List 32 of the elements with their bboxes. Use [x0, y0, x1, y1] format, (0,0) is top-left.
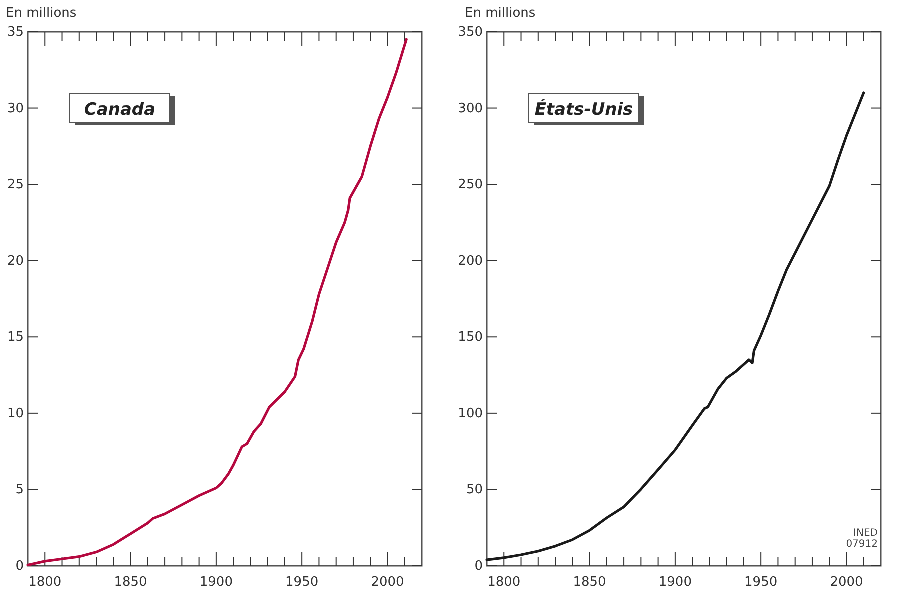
y-tick-label: 10 — [7, 406, 24, 422]
line-series — [26, 38, 408, 567]
x-tick-label: 2000 — [830, 575, 864, 590]
y-tick-label: 150 — [458, 330, 483, 346]
y-tick-label: 30 — [7, 101, 24, 116]
x-tick-label: 1800 — [488, 575, 521, 590]
x-tick-label: 1900 — [658, 575, 692, 590]
x-tick-label: 1900 — [200, 575, 233, 590]
y-tick-label: 300 — [458, 101, 483, 116]
y-tick-label: 0 — [16, 559, 24, 574]
y-tick-label: 0 — [474, 559, 483, 574]
annotation: INED 07912 — [846, 528, 878, 550]
y-tick-label: 15 — [7, 330, 24, 346]
x-tick-label: 1850 — [114, 575, 148, 590]
y-axis-title: En millions — [465, 6, 536, 21]
y-tick-label: 35 — [7, 25, 24, 40]
y-tick-label: 50 — [466, 482, 483, 498]
x-tick-label: 1950 — [286, 575, 319, 590]
y-tick-label: 25 — [7, 178, 24, 193]
y-axis-title: En millions — [6, 6, 77, 21]
x-tick-label: 1850 — [573, 575, 606, 590]
x-tick-label: 1800 — [28, 575, 62, 590]
x-tick-label: 1950 — [744, 575, 778, 590]
x-tick-label: 2000 — [371, 575, 404, 590]
y-tick-label: 250 — [458, 178, 483, 193]
y-tick-label: 5 — [16, 482, 24, 498]
y-tick-label: 100 — [458, 406, 483, 422]
y-tick-label: 20 — [7, 254, 24, 269]
y-tick-label: 200 — [458, 254, 483, 269]
text: États-Unis — [534, 99, 634, 120]
y-tick-label: 350 — [458, 25, 483, 40]
text: Canada — [84, 100, 156, 120]
